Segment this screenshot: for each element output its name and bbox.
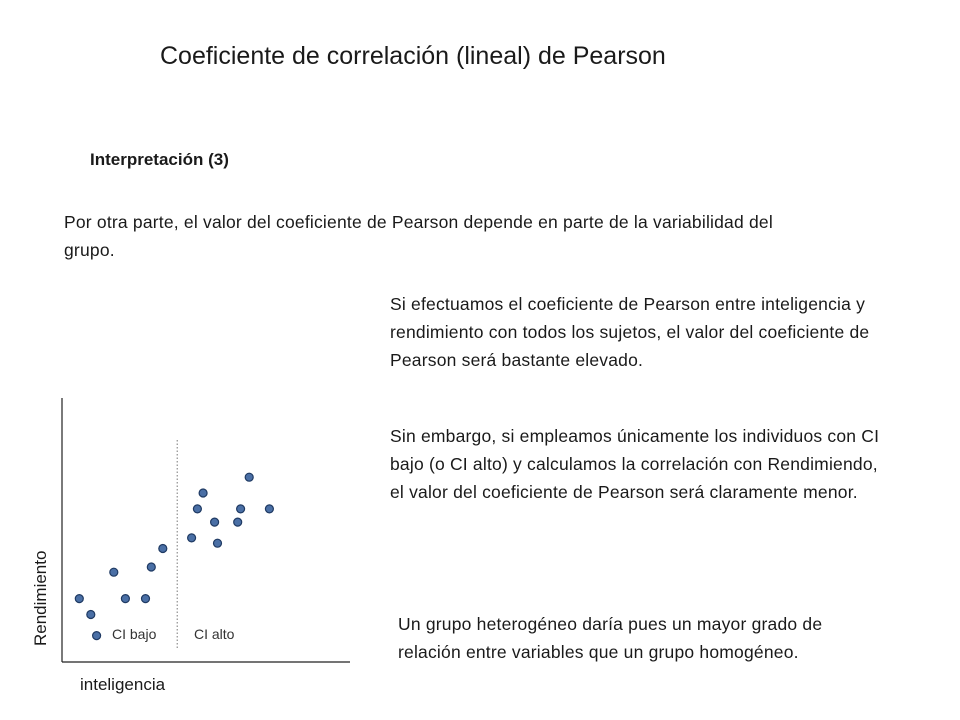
scatter-point bbox=[74, 593, 84, 604]
all-subjects-paragraph: Si efectuamos el coeficiente de Pearson … bbox=[390, 294, 870, 370]
scatter-point bbox=[86, 609, 96, 620]
intro-paragraph: Por otra parte, el valor del coeficiente… bbox=[64, 212, 773, 260]
slide-subtitle: Interpretación (3) bbox=[90, 150, 229, 169]
scatter-point bbox=[233, 517, 243, 527]
scatter-point bbox=[146, 562, 156, 572]
conclusion-paragraph: Un grupo heterogéneo daría pues un mayor… bbox=[398, 614, 823, 662]
scatter-point bbox=[91, 630, 102, 641]
scatter-point bbox=[140, 593, 151, 604]
slide-title: Coeficiente de correlación (lineal) de P… bbox=[160, 42, 666, 70]
scatter-point bbox=[244, 472, 254, 482]
scatter-points bbox=[74, 472, 274, 641]
group-label-low: CI bajo bbox=[112, 626, 157, 642]
scatter-point bbox=[187, 533, 197, 543]
scatter-point bbox=[236, 504, 246, 514]
scatter-point bbox=[109, 567, 119, 577]
restricted-range-paragraph: Sin embargo, si empleamos únicamente los… bbox=[390, 426, 880, 502]
scatter-point bbox=[120, 593, 131, 604]
scatter-point bbox=[198, 488, 208, 498]
x-axis-label: inteligencia bbox=[80, 675, 166, 694]
scatter-point bbox=[210, 517, 220, 527]
group-label-high: CI alto bbox=[194, 626, 235, 642]
scatter-point bbox=[212, 538, 223, 548]
scatter-point bbox=[264, 504, 274, 514]
scatter-point bbox=[192, 504, 202, 514]
scatter-point bbox=[158, 543, 168, 554]
y-axis-label: Rendimiento bbox=[31, 551, 50, 646]
